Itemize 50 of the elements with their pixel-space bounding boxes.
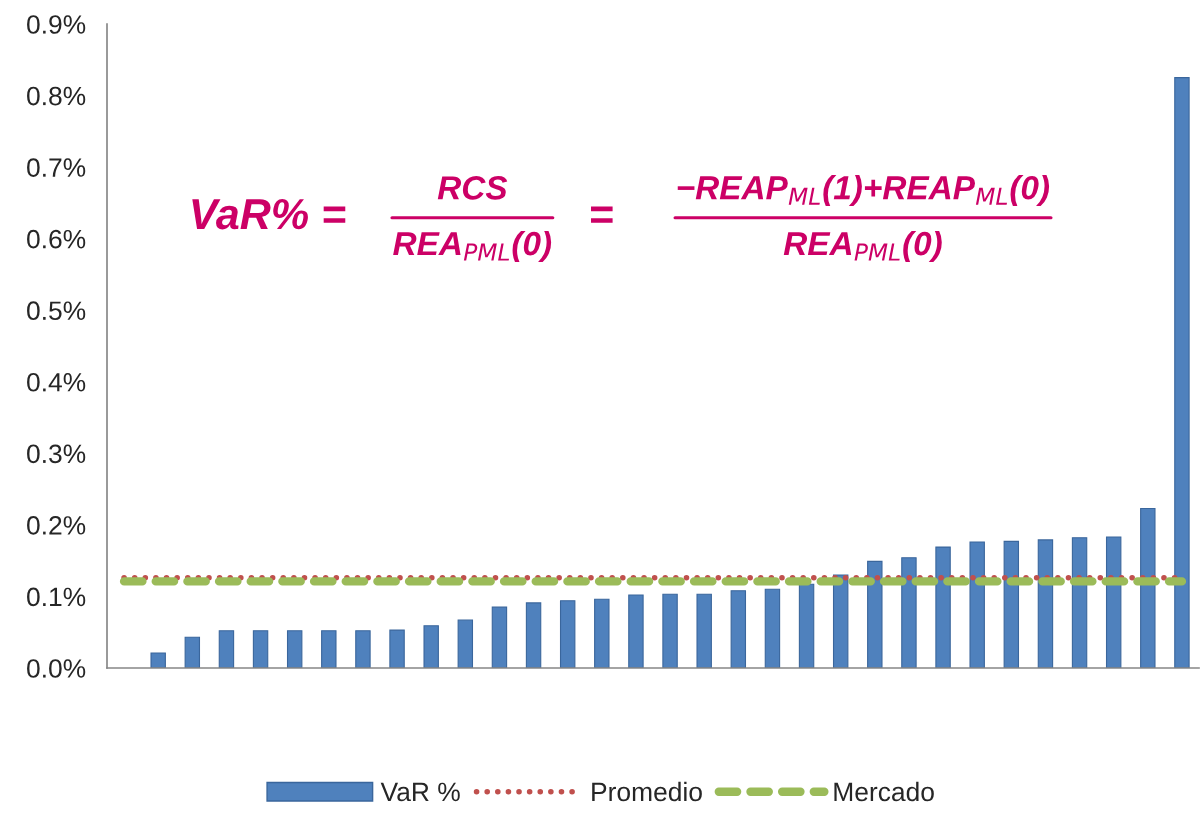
bar bbox=[935, 546, 951, 668]
bar bbox=[764, 588, 781, 668]
y-tick-label: 0.5% bbox=[27, 301, 86, 321]
annotation: REA$_{PML}$(0) bbox=[393, 230, 552, 263]
annotation: = bbox=[591, 206, 613, 223]
bar bbox=[286, 630, 303, 668]
bar bbox=[355, 630, 371, 668]
bar bbox=[1037, 539, 1054, 668]
annotation: −REAP$_{ML}$(1)+REAP$_{ML}$(0) bbox=[677, 175, 1050, 207]
y-tick-label: 0.2% bbox=[27, 516, 86, 535]
bar bbox=[1071, 537, 1088, 668]
bar bbox=[1140, 507, 1156, 668]
bar bbox=[491, 606, 508, 668]
bar bbox=[730, 590, 747, 668]
bar bbox=[150, 652, 166, 668]
bar bbox=[832, 574, 849, 668]
bar bbox=[901, 557, 917, 668]
y-tick-label: 0.0% bbox=[27, 659, 86, 678]
y-tick-label: 0.3% bbox=[27, 444, 86, 464]
bar bbox=[867, 560, 883, 668]
bar bbox=[252, 630, 269, 668]
annotation: RCS bbox=[437, 176, 508, 200]
bar bbox=[1003, 540, 1020, 668]
y-tick-label: 0.8% bbox=[27, 86, 86, 106]
bar bbox=[184, 636, 201, 668]
annotation: REA$_{PML}$(0) bbox=[783, 230, 942, 263]
bar bbox=[218, 630, 235, 668]
legend-label: Promedio bbox=[592, 781, 702, 802]
bar bbox=[969, 541, 985, 668]
bar bbox=[389, 629, 405, 668]
bar bbox=[321, 630, 337, 668]
y-tick-label: 0.4% bbox=[27, 372, 86, 392]
legend-label: Mercado bbox=[834, 781, 934, 802]
bar bbox=[559, 600, 576, 668]
y-tick-label: 0.1% bbox=[27, 587, 86, 607]
bar bbox=[1105, 536, 1122, 668]
bar bbox=[1174, 77, 1190, 668]
bar bbox=[525, 602, 542, 668]
bar bbox=[423, 625, 439, 668]
bar bbox=[696, 593, 712, 668]
y-tick-label: 0.7% bbox=[27, 158, 86, 177]
bar bbox=[628, 594, 644, 668]
y-tick-label: 0.9% bbox=[27, 15, 86, 34]
bar bbox=[662, 593, 678, 668]
bar bbox=[798, 583, 815, 668]
y-tick-label: 0.6% bbox=[27, 229, 86, 249]
bar bbox=[457, 619, 474, 668]
legend-label: VaR % bbox=[380, 782, 460, 802]
bar bbox=[594, 598, 610, 668]
annotation: VaR% = bbox=[192, 199, 346, 230]
